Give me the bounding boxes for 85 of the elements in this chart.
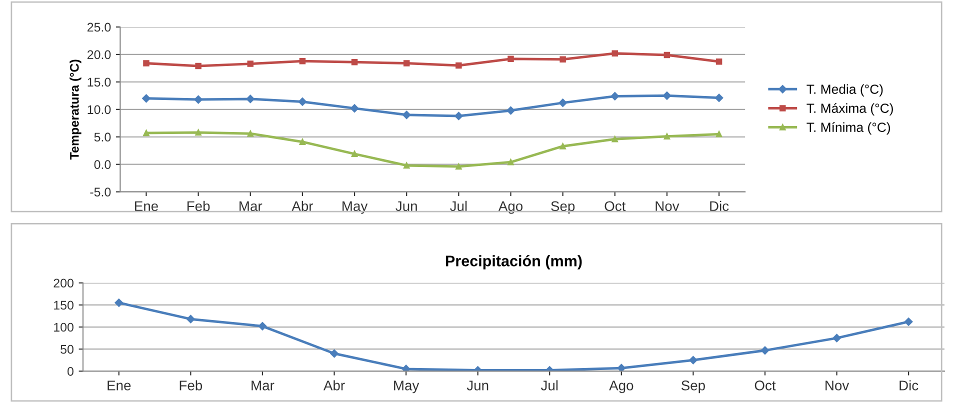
point	[716, 58, 722, 65]
x-tick-label: Mar	[252, 380, 274, 390]
x-tick-label: Nov	[656, 201, 680, 212]
legend-label: T. Media (°C)	[806, 84, 883, 97]
y-tick-label: 50	[60, 344, 74, 354]
point	[247, 60, 254, 67]
x-tick-label: Jun	[396, 201, 417, 212]
point	[612, 50, 618, 56]
point	[299, 58, 306, 64]
point	[714, 94, 724, 102]
point	[351, 150, 358, 158]
x-tick-label: Abr	[323, 380, 345, 390]
point	[904, 318, 913, 326]
x-tick-label: Dic	[710, 200, 729, 212]
point	[664, 133, 670, 140]
x-tick-label: Oct	[604, 201, 626, 212]
x-tick-label: Feb	[187, 200, 210, 212]
y-tick-label: 0	[68, 366, 74, 376]
x-tick-label: Mar	[240, 201, 262, 212]
point	[402, 364, 410, 372]
y-tick-label: -5.0	[90, 188, 111, 196]
point	[142, 94, 150, 103]
y-tick-label: 10.0	[88, 105, 111, 114]
x-tick-label: Ago	[498, 201, 523, 214]
y-tick-label: 5.0	[94, 132, 111, 142]
legend-label: T. Máxima (°C)	[806, 103, 893, 116]
point	[330, 349, 338, 358]
point	[760, 346, 770, 355]
point	[403, 162, 410, 169]
x-tick-label: Ene	[108, 380, 131, 390]
point	[716, 131, 722, 138]
point	[612, 136, 618, 142]
point	[186, 314, 195, 324]
point	[299, 138, 306, 145]
point	[194, 95, 202, 104]
chart-title: Precipitación (mm)	[446, 255, 582, 270]
point	[403, 60, 410, 66]
x-tick-label: Sep	[551, 201, 575, 214]
point	[246, 94, 255, 104]
x-tick-label: Dic	[900, 380, 918, 390]
x-tick-label: Abr	[292, 200, 314, 212]
y-tick-label: 20.0	[87, 50, 111, 60]
point	[506, 106, 515, 115]
x-tick-label: Ago	[609, 380, 634, 394]
point	[664, 52, 670, 58]
point	[610, 92, 620, 100]
point	[558, 98, 567, 107]
y-tick-label: 25.0	[87, 22, 111, 32]
x-tick-label: Ene	[135, 201, 158, 212]
point	[350, 104, 359, 112]
x-tick-label: Jul	[450, 200, 467, 212]
point	[402, 110, 411, 120]
y-axis-title: Temperatura (°C)	[70, 60, 82, 160]
y-tick-label: 200	[54, 278, 74, 288]
y-tick-label: 150	[54, 300, 74, 310]
point	[832, 334, 841, 342]
point	[298, 98, 307, 106]
x-tick-label: Sep	[681, 380, 705, 394]
point	[662, 92, 672, 100]
point	[689, 356, 698, 364]
legend-label: T. Mínima (°C)	[806, 122, 890, 135]
x-tick-label: Oct	[754, 380, 776, 390]
point	[351, 59, 358, 66]
x-tick-label: May	[342, 201, 368, 214]
x-tick-label: Jun	[466, 380, 488, 390]
point	[143, 130, 150, 136]
point	[143, 60, 150, 66]
x-tick-label: Feb	[180, 380, 202, 390]
point	[560, 56, 566, 63]
point	[454, 112, 463, 120]
point	[247, 130, 254, 137]
point	[456, 163, 462, 170]
point	[456, 62, 462, 69]
point	[114, 298, 124, 307]
y-tick-label: 100	[54, 322, 74, 332]
x-tick-label: Nov	[826, 380, 850, 390]
point	[258, 322, 267, 330]
point	[508, 56, 514, 62]
y-tick-label: 0.0	[94, 160, 111, 170]
x-tick-label: May	[394, 380, 420, 394]
y-tick-label: 15.0	[88, 78, 111, 87]
point	[195, 129, 202, 136]
x-tick-label: Jul	[540, 380, 558, 390]
point	[617, 364, 626, 372]
point	[195, 62, 202, 70]
